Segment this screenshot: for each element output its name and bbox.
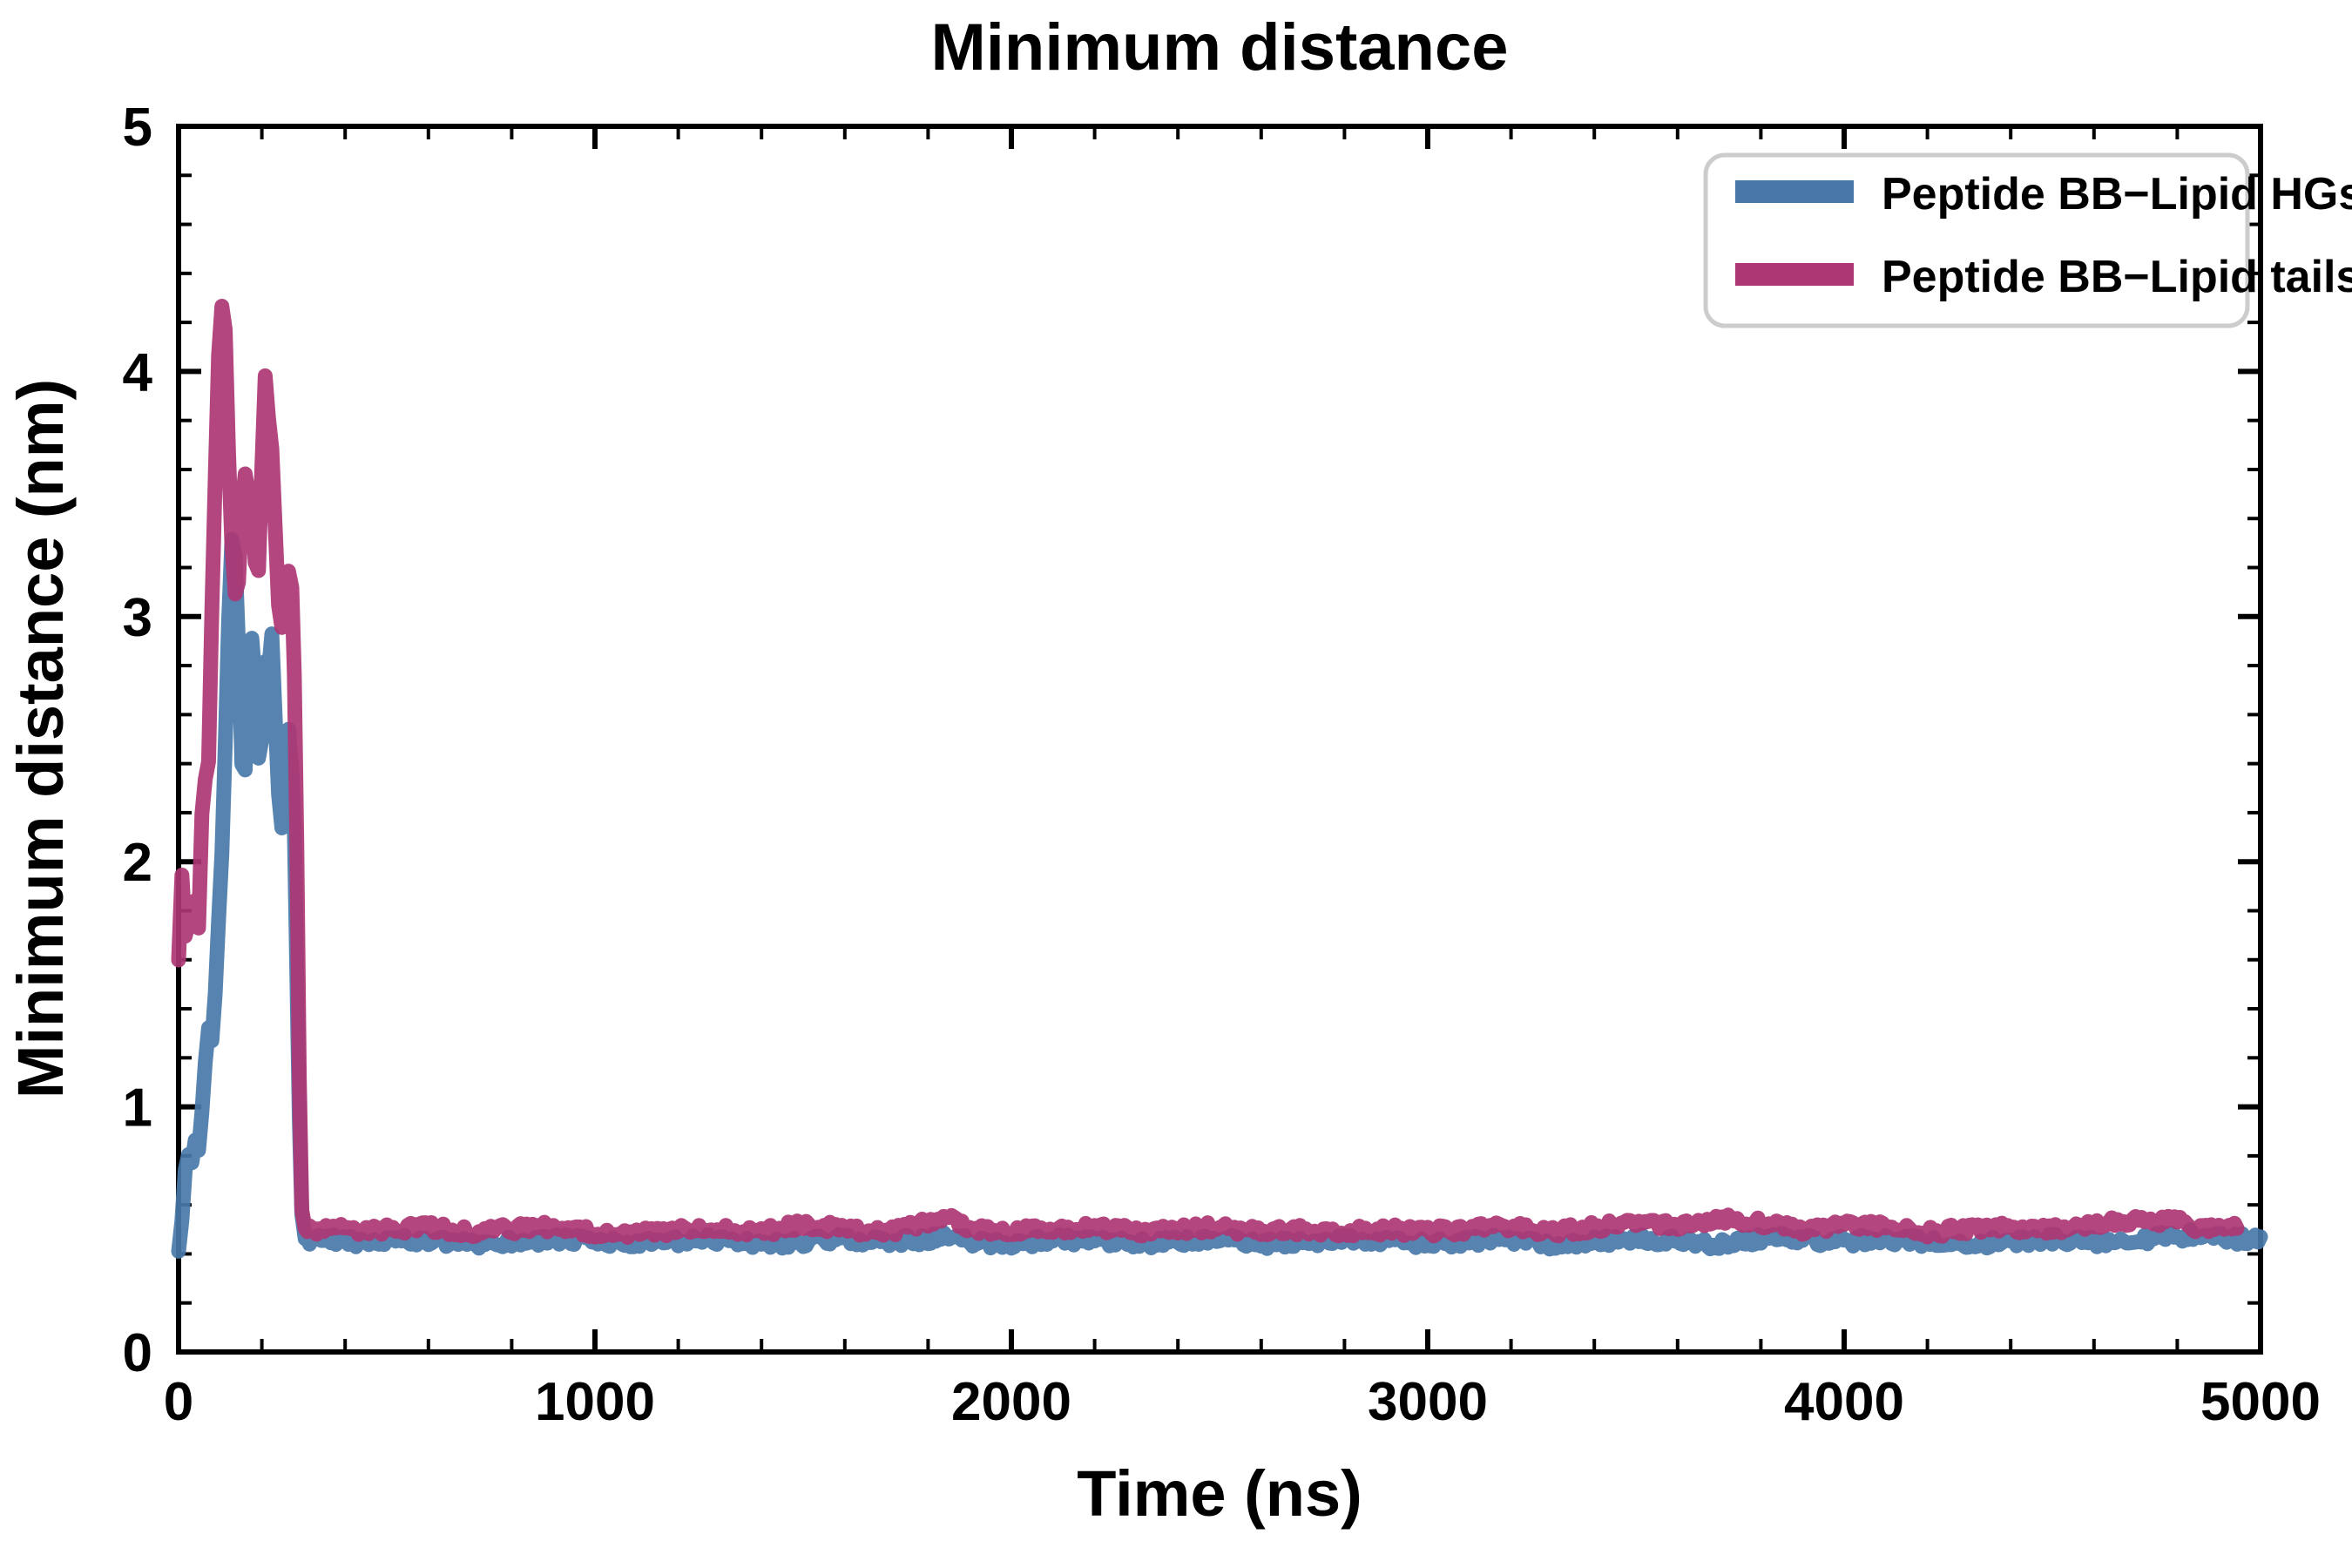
x-tick-label: 5000 [2200,1372,2321,1432]
x-axis-label: Time (ns) [1077,1457,1362,1530]
y-tick-label: 1 [123,1078,152,1139]
x-tick-label: 1000 [535,1372,655,1432]
y-tick-label: 5 [123,98,152,158]
x-axis-tick-labels: 0 1000 2000 3000 4000 5000 [164,1372,2321,1432]
y-axis-label: Minimum distance (nm) [4,379,77,1098]
legend-label-peptide-bb-lipid-hgs: Peptide BB−Lipid HGs [1882,169,2352,220]
data-series-group [171,299,2268,1259]
y-tick-label: 2 [123,833,152,893]
chart-legend[interactable]: Peptide BB−Lipid HGs Peptide BB−Lipid ta… [1703,152,2352,328]
y-tick-label: 3 [123,588,152,648]
series-line-peptide-bb-lipid-tails [171,299,2245,1246]
legend-label-peptide-bb-lipid-tails: Peptide BB−Lipid tails [1882,252,2352,302]
x-tick-label: 0 [164,1372,193,1432]
chart-title: Minimum distance [931,10,1509,84]
x-tick-label: 3000 [1368,1372,1488,1432]
axis-frame [176,124,2263,1355]
y-axis-tick-labels: 0 1 2 3 4 5 [123,98,153,1383]
plot-frame [176,124,2263,1355]
series-line-peptide-bb-lipid-hgs [171,531,2268,1259]
y-tick-label: 4 [123,342,153,402]
x-tick-label: 4000 [1784,1372,1904,1432]
x-tick-label: 2000 [951,1372,1071,1432]
y-tick-label: 0 [123,1323,152,1383]
